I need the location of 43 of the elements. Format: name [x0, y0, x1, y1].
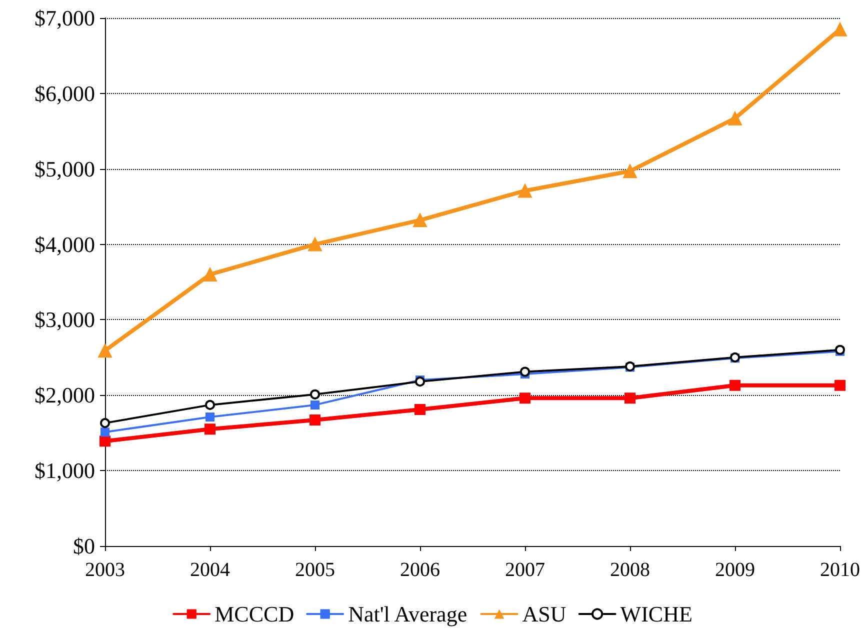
point	[414, 404, 426, 415]
point	[308, 237, 322, 252]
point	[98, 344, 112, 358]
point	[310, 389, 320, 400]
point	[100, 428, 110, 437]
point	[100, 418, 110, 428]
x-tick-label: 2009	[715, 559, 755, 581]
y-tick-label: $2,000	[34, 382, 95, 408]
legend-label: Nat'l Average	[348, 602, 468, 626]
point	[310, 400, 320, 410]
point	[833, 22, 847, 36]
x-tick-label: 2003	[85, 559, 125, 581]
point	[834, 380, 846, 391]
y-tick-label: $6,000	[34, 80, 95, 106]
point	[728, 111, 742, 126]
point	[204, 424, 216, 435]
y-tick-label: $7,000	[34, 6, 95, 30]
point	[310, 414, 320, 426]
x-tick-label: 2007	[505, 559, 545, 581]
y-tick-label: $0	[73, 534, 95, 558]
x-tick-label: 2008	[610, 559, 650, 581]
point	[205, 400, 215, 410]
point	[624, 392, 636, 404]
y-tick-label: $1,000	[34, 458, 95, 484]
point	[520, 392, 530, 404]
legend-label: ASU	[522, 602, 566, 626]
point	[203, 267, 217, 282]
y-tick-label: $4,000	[34, 232, 95, 257]
x-tick-label: 2006	[400, 559, 440, 581]
legend-label: MCCCD	[214, 602, 294, 626]
point	[520, 366, 530, 377]
point	[100, 436, 110, 447]
x-tick-label: 2004	[190, 559, 230, 581]
x-tick-label: 2010	[820, 559, 860, 581]
point	[413, 213, 427, 228]
y-tick-label: $5,000	[34, 156, 95, 182]
point	[206, 412, 214, 422]
x-tick-label: 2005	[295, 559, 335, 581]
point	[730, 380, 740, 391]
legend-label: WICHE	[620, 602, 692, 626]
y-tick-label: $3,000	[34, 307, 95, 332]
point	[518, 184, 532, 198]
point	[623, 164, 637, 178]
